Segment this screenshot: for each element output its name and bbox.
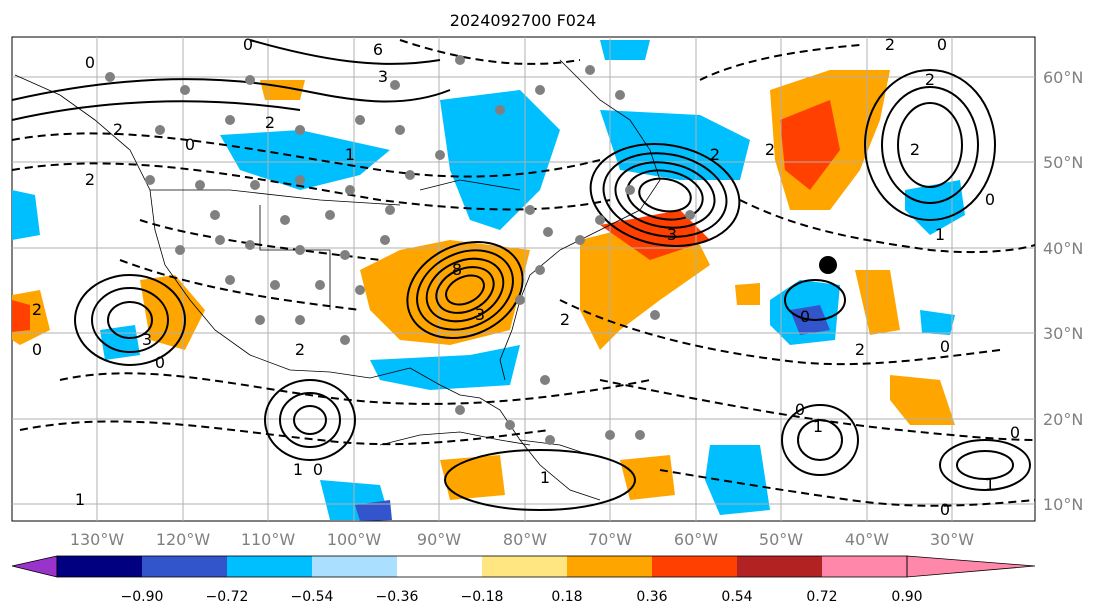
contour-label: 1 xyxy=(345,145,355,164)
contour-label: 0 xyxy=(85,53,95,72)
contour-labels: 0 6 3 2 0 2 1 2 2 0 3 0 2 1 0 1 8 3 2 3 xyxy=(32,35,1020,519)
contour-label: 0 xyxy=(155,353,165,372)
lon-label: 80°W xyxy=(503,530,547,549)
contour-label: 2 xyxy=(85,170,95,189)
contour-label: 0 xyxy=(795,400,805,419)
contour-label: 2 xyxy=(113,120,123,139)
coastlines xyxy=(14,59,661,501)
lat-label: 20°N xyxy=(1043,410,1083,429)
contour-label: 0 xyxy=(940,337,950,356)
colorbar-segment xyxy=(482,556,567,577)
colorbar-segment xyxy=(737,556,822,577)
lat-label: 10°N xyxy=(1043,495,1083,514)
figure-title: 2024092700 F024 xyxy=(450,11,597,30)
colorbar-extend-left xyxy=(11,555,58,578)
colorbar: −0.90 −0.72 −0.54 −0.36 −0.18 0.18 0.36 … xyxy=(11,555,1036,605)
colorbar-tick-label: 0.36 xyxy=(636,589,667,605)
map-panel: 0 6 3 2 0 2 1 2 2 0 3 0 2 1 0 1 8 3 2 3 xyxy=(11,35,1036,522)
contour-label: 2 xyxy=(560,310,570,329)
colorbar-segment xyxy=(822,556,907,577)
colorbar-segment xyxy=(397,556,482,577)
contour-label: 0 xyxy=(937,35,947,54)
contour-label: 1 xyxy=(813,417,823,436)
contour-label: 3 xyxy=(142,330,152,349)
contour-label: 2 xyxy=(32,300,42,319)
contour-label: 0 xyxy=(32,340,42,359)
lat-label: 60°N xyxy=(1043,68,1083,87)
lon-label: 100°W xyxy=(327,530,382,549)
colorbar-segment xyxy=(652,556,737,577)
lon-label: 70°W xyxy=(588,530,632,549)
colorbar-segment xyxy=(227,556,312,577)
contour-label: 2 xyxy=(295,340,305,359)
contour-label: 0 xyxy=(185,135,195,154)
colorbar-extend-right xyxy=(906,555,1036,578)
lat-label: 50°N xyxy=(1043,153,1083,172)
contour-label: 6 xyxy=(373,40,383,59)
contour-label: 0 xyxy=(985,190,995,209)
contour-label: 1 xyxy=(985,475,995,494)
contour-label: 8 xyxy=(452,260,462,279)
contour-label: 0 xyxy=(1010,423,1020,442)
lon-label: 110°W xyxy=(241,530,296,549)
lon-label: 90°W xyxy=(417,530,461,549)
contour-label: 1 xyxy=(75,490,85,509)
longitude-axis: 130°W 120°W 110°W 100°W 90°W 80°W 70°W 6… xyxy=(70,530,974,549)
contour-label: 2 xyxy=(855,340,865,359)
contour-label: 2 xyxy=(265,113,275,132)
colorbar-segment xyxy=(312,556,397,577)
colorbar-tick-label: −0.18 xyxy=(461,589,504,605)
lon-label: 130°W xyxy=(70,530,125,549)
colorbar-tick-label: 0.72 xyxy=(806,589,837,605)
contour-label: 2 xyxy=(925,70,935,89)
contour-label: 2 xyxy=(765,140,775,159)
contour-label: 0 xyxy=(800,307,810,326)
colorbar-segment xyxy=(57,556,142,577)
colorbar-segment xyxy=(567,556,652,577)
lon-label: 60°W xyxy=(674,530,718,549)
contour-label: 0 xyxy=(313,460,323,479)
lon-label: 40°W xyxy=(845,530,889,549)
latitude-axis: 60°N 50°N 40°N 30°N 20°N 10°N xyxy=(1043,68,1083,514)
solid-contours xyxy=(12,39,1031,511)
contour-label: 1 xyxy=(540,468,550,487)
colorbar-tick-label: −0.90 xyxy=(121,589,164,605)
storm-marker xyxy=(819,256,837,274)
contour-label: 3 xyxy=(475,305,485,324)
colorbar-tick-label: 0.54 xyxy=(721,589,752,605)
contour-label: 0 xyxy=(243,35,253,54)
station-dots xyxy=(105,55,695,445)
colorbar-tick-label: −0.54 xyxy=(291,589,334,605)
colorbar-tick-label: 0.90 xyxy=(891,589,922,605)
colorbar-tick-label: −0.72 xyxy=(206,589,249,605)
lon-label: 30°W xyxy=(930,530,974,549)
contour-label: 2 xyxy=(885,35,895,54)
contour-label: 2 xyxy=(910,140,920,159)
colorbar-tick-label: 0.18 xyxy=(551,589,582,605)
contour-label: 3 xyxy=(667,225,677,244)
colorbar-tick-label: −0.36 xyxy=(376,589,419,605)
lon-label: 120°W xyxy=(156,530,211,549)
contour-label: 1 xyxy=(935,225,945,244)
contour-label: 2 xyxy=(710,145,720,164)
colorbar-segment xyxy=(142,556,227,577)
lon-label: 50°W xyxy=(759,530,803,549)
lat-label: 30°N xyxy=(1043,324,1083,343)
lat-label: 40°N xyxy=(1043,239,1083,258)
contour-label: 3 xyxy=(378,67,388,86)
contour-label: 1 xyxy=(293,460,303,479)
contour-label: 0 xyxy=(940,500,950,519)
